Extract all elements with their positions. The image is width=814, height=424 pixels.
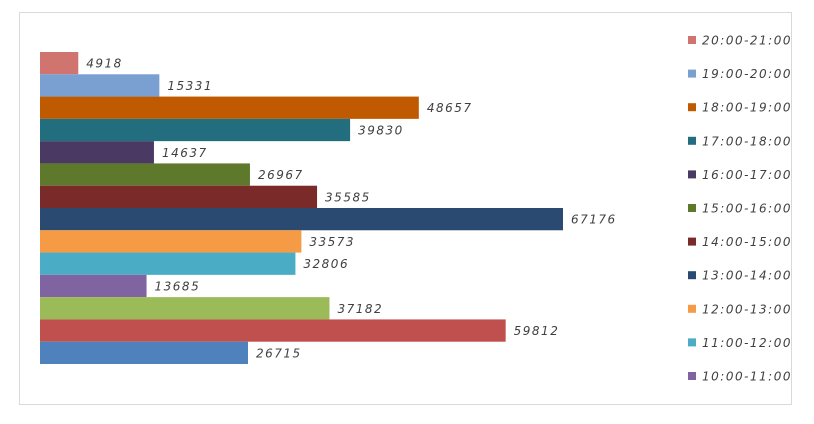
data-label: 14637 <box>162 146 208 160</box>
legend-marker <box>688 103 696 112</box>
legend-marker <box>688 372 696 380</box>
data-label: 33573 <box>309 235 355 249</box>
data-label: 26967 <box>258 168 304 182</box>
legend-label: 20:00-21:00 <box>702 34 792 48</box>
legend-marker <box>688 204 696 212</box>
data-label: 26715 <box>256 346 302 360</box>
legend-label: 18:00-19:00 <box>702 101 792 115</box>
legend-label: 13:00-14:00 <box>702 269 792 283</box>
bar <box>40 185 318 208</box>
legend-marker <box>688 36 696 44</box>
legend-marker <box>688 69 696 78</box>
bar <box>40 297 330 320</box>
bar <box>40 319 506 342</box>
legend-label: 11:00-12:00 <box>702 336 792 350</box>
data-label: 48657 <box>427 101 473 115</box>
data-label: 32806 <box>303 257 349 271</box>
legend-marker <box>688 170 696 179</box>
data-label: 4918 <box>86 57 123 71</box>
legend-marker <box>688 304 696 313</box>
bar <box>40 74 160 97</box>
legend-marker <box>688 338 696 347</box>
bar <box>40 274 147 298</box>
bar <box>40 341 248 364</box>
data-label: 67176 <box>571 213 617 227</box>
data-label: 15331 <box>167 79 213 93</box>
bar <box>40 230 302 253</box>
data-label: 59812 <box>514 324 560 338</box>
bar <box>40 96 419 119</box>
data-label: 37182 <box>337 302 383 316</box>
legend-label: 12:00-13:00 <box>702 302 792 316</box>
bar <box>40 163 250 186</box>
bar <box>40 118 351 142</box>
legend-marker <box>688 136 696 145</box>
legend-label: 10:00-11:00 <box>702 370 792 384</box>
data-label: 35585 <box>325 190 371 204</box>
legend-label: 16:00-17:00 <box>702 168 792 182</box>
bar <box>40 208 563 231</box>
legend-label: 17:00-18:00 <box>702 134 792 148</box>
legend-label: 19:00-20:00 <box>702 67 792 81</box>
data-label: 39830 <box>358 124 404 138</box>
legend-label: 15:00-16:00 <box>702 202 792 216</box>
bar <box>40 52 79 75</box>
legend-marker <box>688 271 696 280</box>
legend-label: 14:00-15:00 <box>702 235 792 249</box>
bar <box>40 141 154 164</box>
data-label: 13685 <box>155 280 201 294</box>
bar <box>40 252 296 275</box>
legend-marker <box>688 237 696 246</box>
